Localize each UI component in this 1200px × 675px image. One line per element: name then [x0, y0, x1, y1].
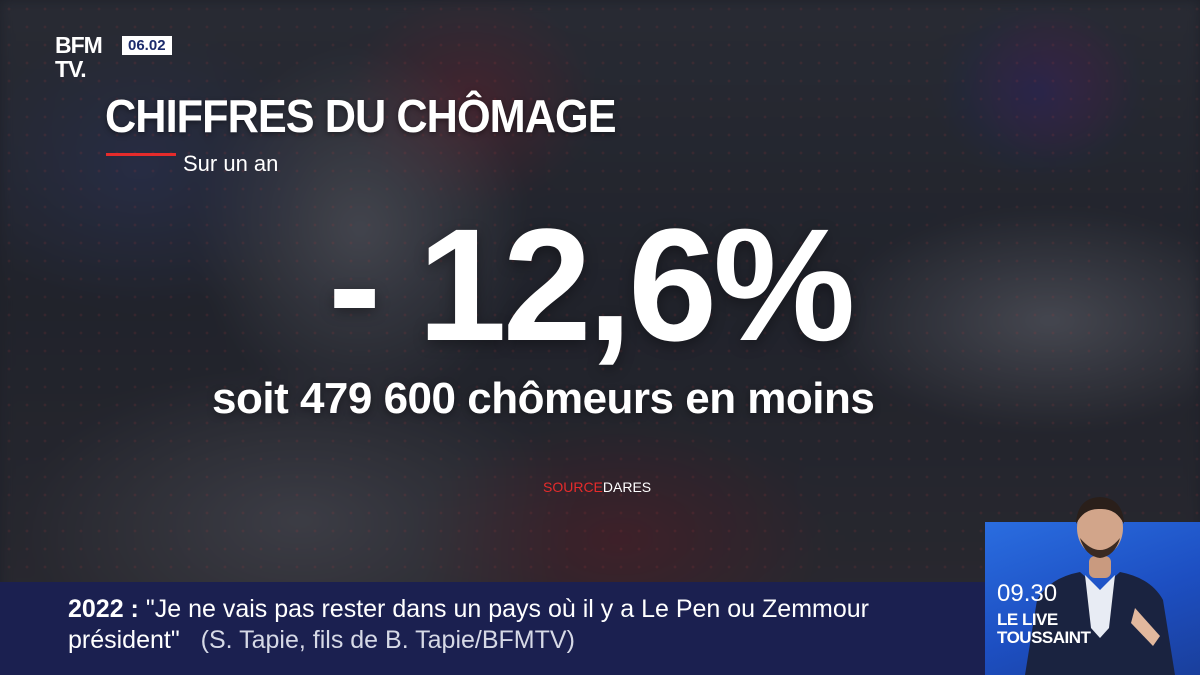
clock-badge: 06.02 [122, 36, 172, 55]
presenter-photo [1025, 497, 1175, 675]
source-label: SOURCE [543, 479, 603, 495]
ticker-topic: 2022 : [68, 595, 139, 623]
source-value: DARES [602, 479, 652, 495]
ticker-quote-line-1: "Je ne vais pas rester dans un pays où i… [145, 595, 869, 623]
up-next-show: LE LIVE TOUSSAINT [997, 610, 1091, 647]
up-next-show-line-2: TOUSSAINT [997, 628, 1091, 647]
up-next-show-line-1: LE LIVE [997, 610, 1058, 629]
ticker-quote-line-2: président" [68, 626, 180, 654]
title-accent-line [106, 153, 176, 156]
ticker-line-1: 2022 : "Je ne vais pas rester dans un pa… [68, 594, 869, 624]
news-ticker-bar [0, 582, 985, 675]
graphic-title: CHIFFRES DU CHÔMAGE [105, 90, 617, 142]
logo-line-1: BFM [55, 32, 103, 58]
headline-detail: soit 479 600 chômeurs en moins [212, 374, 875, 423]
headline-value: - 12,6% [328, 195, 855, 374]
ticker-line-2: président" (S. Tapie, fils de B. Tapie/B… [68, 625, 575, 655]
graphic-subtitle: Sur un an [183, 151, 279, 176]
source-credit: SOURCEDARES [543, 479, 651, 495]
logo-line-2: TV. [55, 56, 87, 82]
ticker-credit: (S. Tapie, fils de B. Tapie/BFMTV) [200, 626, 575, 654]
channel-logo: BFM TV. [55, 33, 113, 85]
up-next-time: 09.30 [997, 580, 1058, 607]
